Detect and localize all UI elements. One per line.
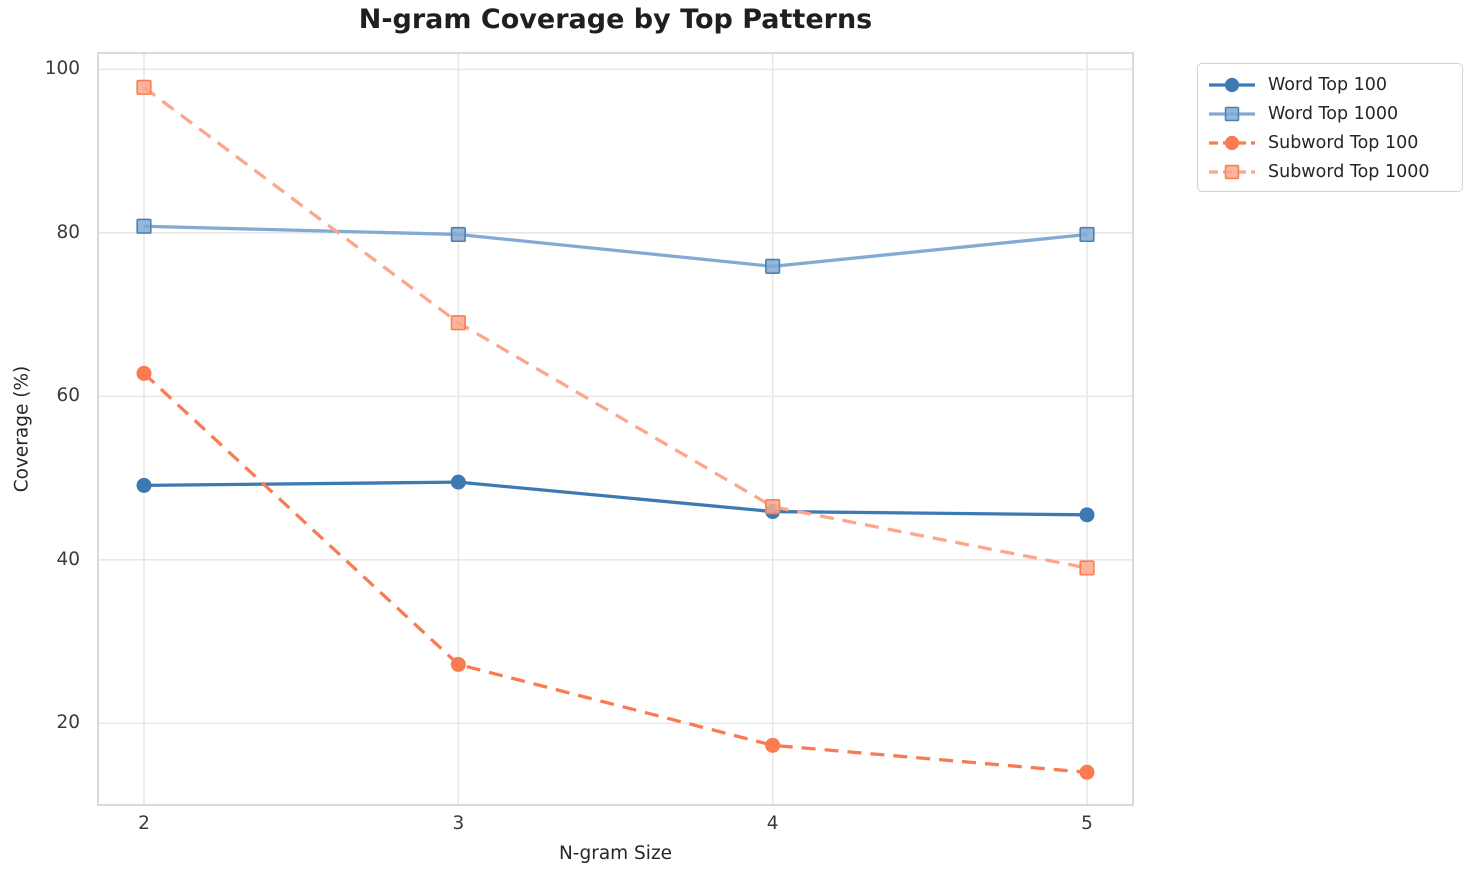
series-line-subword-top-1000: [143, 86, 1088, 570]
plot-border: [97, 52, 1134, 806]
legend-item-label: Word Top 1000: [1268, 103, 1399, 124]
x-axis-label: N-gram Size: [558, 843, 673, 864]
series-line-subword-top-100: [142, 372, 1088, 774]
legend-item-label: Subword Top 1000: [1268, 161, 1430, 182]
data-point-marker: [765, 737, 781, 753]
data-point-marker: [1079, 560, 1095, 576]
legend-item: Word Top 100: [1208, 70, 1462, 99]
data-point-marker: [765, 258, 781, 274]
x-tick-label: 2: [138, 813, 150, 834]
data-point-marker: [136, 365, 152, 381]
series-line-word-top-1000: [143, 224, 1088, 268]
legend-item-label: Subword Top 100: [1268, 132, 1419, 153]
chart-title: N-gram Coverage by Top Patterns: [358, 4, 873, 35]
y-tick-label: 100: [44, 58, 80, 80]
y-tick-label: 40: [56, 548, 80, 570]
data-point-marker: [765, 499, 781, 515]
data-point-marker: [1079, 226, 1095, 243]
legend-item: Subword Top 100: [1208, 128, 1462, 157]
data-point-marker: [1079, 507, 1095, 523]
x-tick-label: 5: [1081, 813, 1093, 834]
data-point-marker: [450, 315, 466, 331]
data-point-marker: [450, 656, 466, 672]
data-point-marker: [136, 79, 152, 95]
legend-swatch-circle-icon: [1209, 77, 1255, 92]
legend-swatch-circle-icon: [1209, 135, 1255, 150]
y-tick-label: 80: [56, 221, 80, 243]
legend-item-label: Word Top 100: [1268, 74, 1388, 95]
legend-item: Word Top 1000: [1208, 99, 1462, 128]
legend-swatch-square-icon: [1209, 106, 1255, 121]
data-point-marker: [450, 226, 466, 243]
data-point-marker: [450, 474, 466, 490]
data-point-marker: [136, 477, 152, 493]
data-point-marker: [1079, 764, 1095, 780]
y-tick-label: 20: [56, 712, 80, 734]
legend-item: Subword Top 1000: [1208, 157, 1462, 186]
series-line-word-top-100: [143, 480, 1088, 517]
x-tick-label: 3: [452, 813, 465, 834]
data-point-marker: [136, 218, 152, 234]
legend: Word Top 100 Word Top 1000 Subword Top 100…: [1197, 63, 1463, 192]
x-tick-label: 4: [766, 813, 779, 834]
y-tick-label: 60: [56, 385, 80, 407]
legend-swatch-square-icon: [1209, 164, 1255, 179]
